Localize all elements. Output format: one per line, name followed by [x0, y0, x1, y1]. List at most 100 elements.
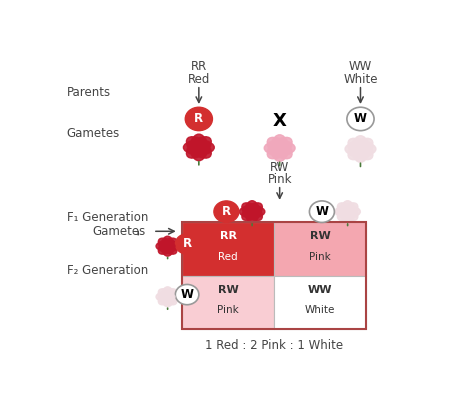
Circle shape	[214, 201, 239, 222]
Ellipse shape	[335, 207, 348, 216]
Ellipse shape	[239, 207, 253, 216]
Ellipse shape	[337, 206, 348, 214]
Ellipse shape	[183, 142, 200, 153]
Ellipse shape	[252, 210, 262, 217]
Ellipse shape	[191, 141, 200, 148]
Ellipse shape	[278, 137, 292, 150]
Circle shape	[164, 294, 171, 300]
Ellipse shape	[165, 296, 173, 305]
Ellipse shape	[341, 211, 348, 217]
Ellipse shape	[276, 148, 283, 157]
Ellipse shape	[346, 203, 358, 213]
Ellipse shape	[158, 289, 169, 298]
Ellipse shape	[346, 210, 358, 220]
Ellipse shape	[165, 246, 173, 254]
Ellipse shape	[341, 203, 350, 212]
Ellipse shape	[341, 206, 348, 212]
Ellipse shape	[162, 289, 170, 297]
Ellipse shape	[167, 296, 173, 302]
Ellipse shape	[242, 210, 254, 220]
Circle shape	[175, 284, 199, 305]
Ellipse shape	[272, 148, 280, 155]
Text: W: W	[181, 288, 193, 301]
Ellipse shape	[158, 238, 169, 247]
Ellipse shape	[343, 201, 353, 212]
Ellipse shape	[162, 292, 168, 297]
Ellipse shape	[186, 145, 201, 158]
Ellipse shape	[165, 246, 171, 253]
Ellipse shape	[162, 246, 168, 251]
Ellipse shape	[162, 246, 170, 254]
Ellipse shape	[358, 147, 373, 160]
Ellipse shape	[353, 148, 361, 156]
Bar	[182, 222, 366, 329]
Ellipse shape	[168, 294, 175, 299]
Ellipse shape	[159, 292, 168, 299]
Ellipse shape	[279, 143, 295, 153]
Ellipse shape	[279, 145, 292, 155]
Ellipse shape	[246, 206, 253, 212]
Circle shape	[194, 143, 203, 151]
Text: W: W	[315, 205, 328, 218]
Ellipse shape	[167, 241, 177, 248]
Ellipse shape	[353, 148, 364, 159]
Ellipse shape	[158, 245, 169, 254]
Circle shape	[275, 144, 284, 152]
Ellipse shape	[350, 146, 360, 152]
Ellipse shape	[162, 238, 170, 247]
Ellipse shape	[191, 147, 200, 154]
Ellipse shape	[187, 145, 200, 154]
Ellipse shape	[242, 203, 254, 213]
Ellipse shape	[354, 148, 367, 162]
Text: R: R	[194, 113, 203, 125]
Ellipse shape	[166, 238, 177, 247]
Ellipse shape	[249, 212, 255, 219]
Text: RW: RW	[310, 231, 330, 241]
Ellipse shape	[198, 145, 211, 154]
Ellipse shape	[345, 143, 361, 155]
Ellipse shape	[360, 148, 368, 156]
Ellipse shape	[347, 210, 357, 217]
Text: RW: RW	[270, 162, 289, 175]
Ellipse shape	[163, 296, 173, 307]
Ellipse shape	[267, 137, 282, 150]
Ellipse shape	[187, 141, 200, 150]
Ellipse shape	[242, 210, 253, 217]
Ellipse shape	[354, 136, 367, 150]
Ellipse shape	[348, 147, 363, 160]
Ellipse shape	[162, 296, 168, 302]
Circle shape	[175, 234, 199, 254]
Text: White: White	[343, 73, 378, 86]
Ellipse shape	[272, 148, 283, 158]
Ellipse shape	[347, 206, 357, 214]
Ellipse shape	[347, 211, 354, 217]
Ellipse shape	[360, 143, 376, 155]
Ellipse shape	[348, 143, 361, 152]
Ellipse shape	[252, 207, 265, 216]
Ellipse shape	[277, 138, 287, 148]
Ellipse shape	[246, 211, 253, 217]
Ellipse shape	[166, 289, 177, 298]
Ellipse shape	[252, 209, 260, 214]
Ellipse shape	[163, 236, 173, 247]
Ellipse shape	[272, 138, 283, 148]
Ellipse shape	[264, 143, 281, 153]
Ellipse shape	[357, 141, 364, 149]
Ellipse shape	[167, 293, 179, 301]
Ellipse shape	[357, 148, 368, 159]
Ellipse shape	[339, 209, 347, 214]
Text: X: X	[273, 111, 287, 129]
Ellipse shape	[162, 296, 170, 305]
Ellipse shape	[279, 141, 288, 149]
Ellipse shape	[347, 207, 360, 216]
Ellipse shape	[341, 211, 350, 220]
Ellipse shape	[167, 292, 177, 299]
Ellipse shape	[192, 147, 205, 161]
Ellipse shape	[345, 212, 351, 219]
Ellipse shape	[267, 146, 282, 159]
Ellipse shape	[279, 148, 288, 155]
Ellipse shape	[244, 209, 252, 214]
Text: Gametes: Gametes	[92, 225, 146, 238]
Ellipse shape	[358, 139, 373, 151]
Bar	[274, 276, 366, 329]
